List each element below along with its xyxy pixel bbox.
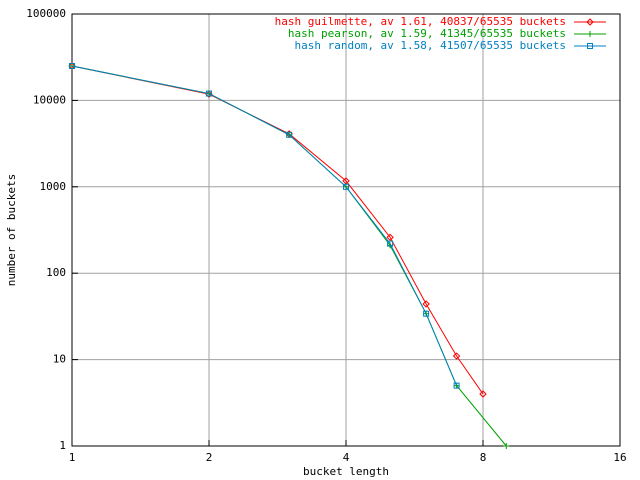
y-tick-label: 1000 [40,180,67,193]
point [422,300,430,308]
y-tick-label: 1 [59,439,66,452]
point [587,31,593,37]
point [206,90,212,97]
point [69,63,75,70]
series-line [71,65,458,386]
x-tick-label: 4 [343,451,350,464]
point [342,177,350,185]
legend-label: hash random, av 1.58, 41507/65535 bucket… [294,39,566,52]
y-tick-label: 10 [53,353,66,366]
legend-label: hash guilmette, av 1.61, 40837/65535 buc… [275,15,566,28]
y-tick-label: 100000 [26,7,66,20]
x-tick-label: 8 [480,451,487,464]
y-axis-label: number of buckets [5,174,18,287]
point [387,240,394,247]
point [423,310,430,317]
point [343,183,349,190]
y-tick-label: 10000 [33,93,66,106]
legend-label: hash pearson, av 1.59, 41345/65535 bucke… [288,27,566,40]
point [587,43,593,49]
x-tick-label: 2 [206,451,213,464]
y-tick-label: 100 [46,266,66,279]
point [452,352,461,360]
point [479,390,487,398]
plot-frame [71,13,621,447]
x-tick-label: 16 [613,451,626,464]
point [503,443,510,449]
point [386,233,394,242]
x-axis-label: bucket length [303,465,389,478]
point [586,18,594,26]
point [286,131,293,138]
x-tick-label: 1 [69,451,76,464]
point [453,382,460,389]
